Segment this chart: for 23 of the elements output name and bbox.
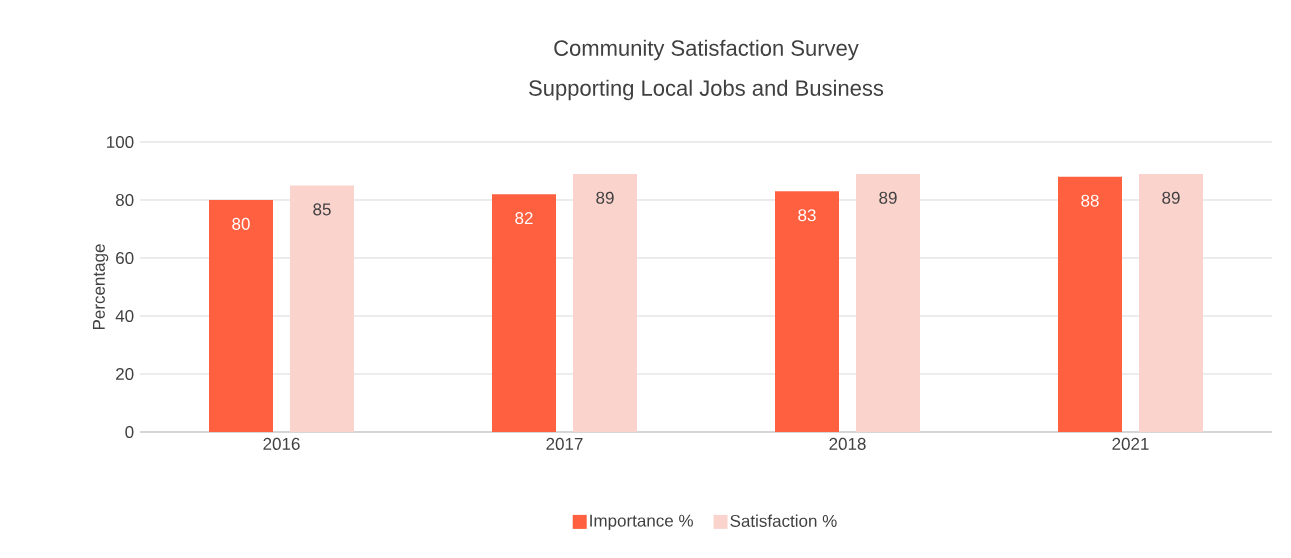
data-label: 89: [1162, 191, 1180, 204]
x-tick-label: 2021: [1112, 437, 1149, 450]
data-label: 89: [879, 191, 897, 204]
data-label: 85: [313, 203, 331, 216]
y-tick-label: 0: [125, 425, 134, 439]
data-label: 82: [515, 212, 533, 225]
y-tick-label: 100: [107, 135, 134, 149]
y-axis-title: Percentage: [93, 244, 109, 330]
data-label: 89: [596, 191, 614, 204]
legend-label: Importance %: [590, 514, 693, 531]
x-tick-label: 2017: [546, 437, 583, 450]
x-tick-label: 2018: [829, 437, 866, 450]
chart-subtitle: Supporting Local Jobs and Business: [529, 79, 884, 101]
data-label: 88: [1081, 194, 1099, 207]
y-tick-label: 40: [115, 309, 134, 323]
data-label: 80: [232, 217, 250, 230]
data-label: 83: [798, 209, 816, 222]
y-tick-label: 60: [116, 251, 134, 265]
chart-title: Community Satisfaction Survey: [554, 39, 859, 61]
y-tick-label: 80: [115, 193, 134, 207]
x-tick-label: 2016: [263, 437, 300, 450]
legend-label: Satisfaction %: [730, 514, 837, 527]
y-tick-label: 20: [116, 367, 134, 381]
